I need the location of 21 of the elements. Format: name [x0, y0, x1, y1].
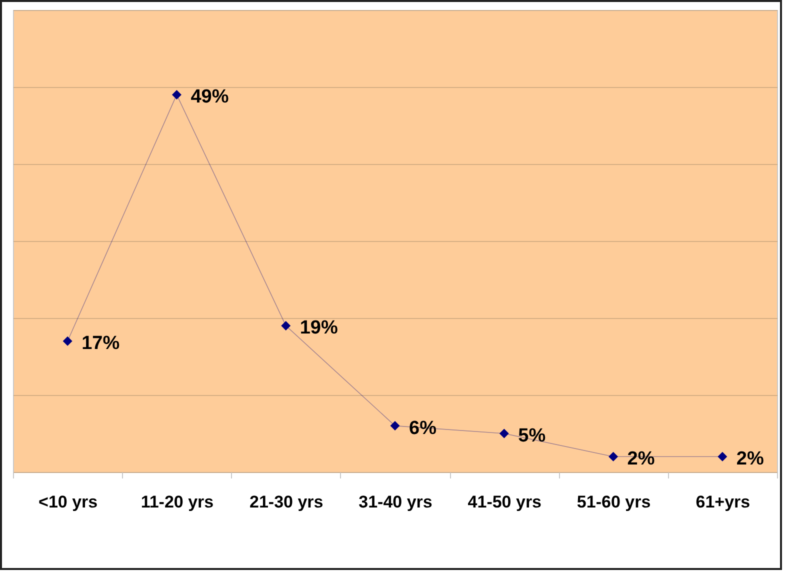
data-label: 2%: [627, 448, 655, 470]
data-label: 49%: [190, 86, 229, 108]
data-label: 19%: [300, 318, 338, 339]
point: [172, 90, 182, 100]
point: [608, 452, 618, 462]
point: [390, 421, 400, 431]
data-label: 17%: [82, 333, 120, 354]
data-label: 2%: [736, 448, 764, 470]
x-tick-label: <10 yrs: [38, 492, 98, 512]
point: [62, 336, 72, 346]
x-tick-label: 51-60 yrs: [576, 492, 651, 512]
x-tick-label: 21-30 yrs: [249, 492, 324, 512]
data-label: 5%: [518, 426, 546, 446]
point: [281, 320, 291, 330]
point: [499, 428, 509, 438]
x-tick-label: 31-40 yrs: [358, 492, 432, 512]
x-tick-label: 61+yrs: [696, 492, 750, 512]
x-tick-label: 11-20 yrs: [140, 492, 214, 512]
point: [718, 452, 728, 462]
x-tick-label: 41-50 yrs: [468, 492, 542, 512]
data-label: 6%: [409, 418, 437, 439]
